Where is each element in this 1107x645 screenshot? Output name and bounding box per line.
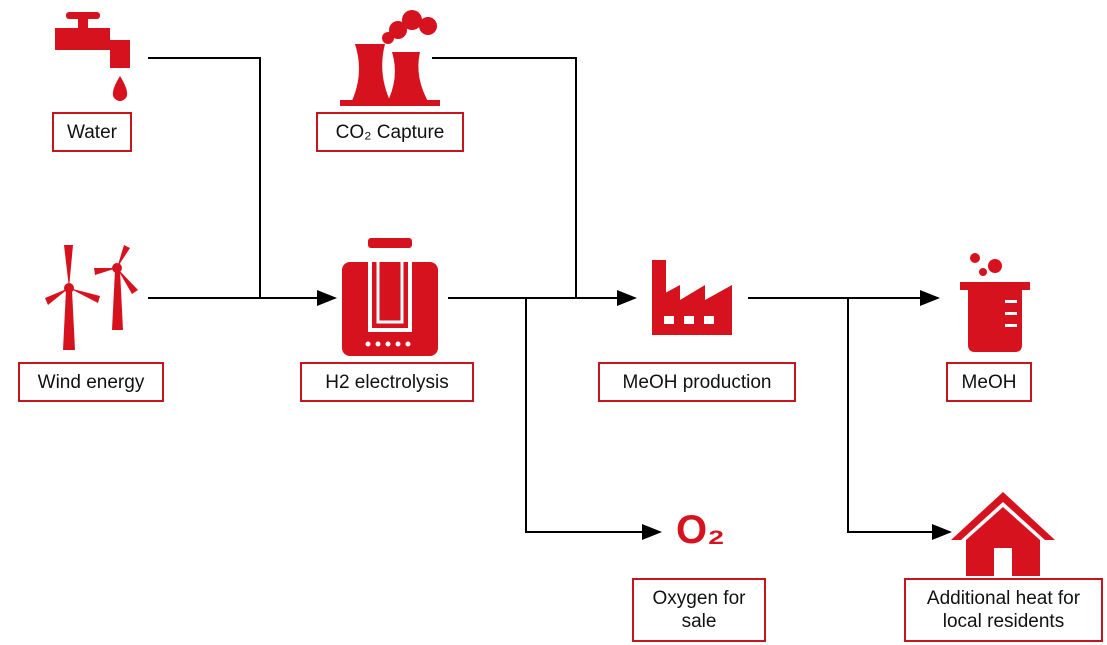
node-label: Additional heat for local residents bbox=[904, 578, 1103, 642]
icons bbox=[45, 10, 1055, 576]
node-label: MeOH bbox=[946, 362, 1032, 402]
oxygen-icon: O₂ bbox=[676, 508, 725, 552]
electrolysis-icon bbox=[342, 238, 438, 356]
arrow bbox=[525, 298, 662, 540]
connectors bbox=[148, 57, 952, 540]
node-label: H2 electrolysis bbox=[300, 362, 474, 402]
node-label: CO₂ Capture bbox=[316, 112, 464, 152]
node-label: MeOH production bbox=[598, 362, 796, 402]
faucet-icon bbox=[55, 12, 130, 101]
node-label: Wind energy bbox=[18, 362, 164, 402]
connector bbox=[432, 57, 577, 298]
wind-icon bbox=[45, 245, 138, 350]
connector bbox=[148, 57, 261, 298]
co2-capture-icon bbox=[340, 10, 440, 106]
node-label: Oxygen for sale bbox=[632, 578, 766, 642]
factory-icon bbox=[652, 260, 732, 335]
beaker-icon bbox=[960, 253, 1030, 352]
house-icon bbox=[951, 492, 1055, 576]
arrow bbox=[847, 298, 952, 540]
node-label: Water bbox=[52, 112, 132, 152]
